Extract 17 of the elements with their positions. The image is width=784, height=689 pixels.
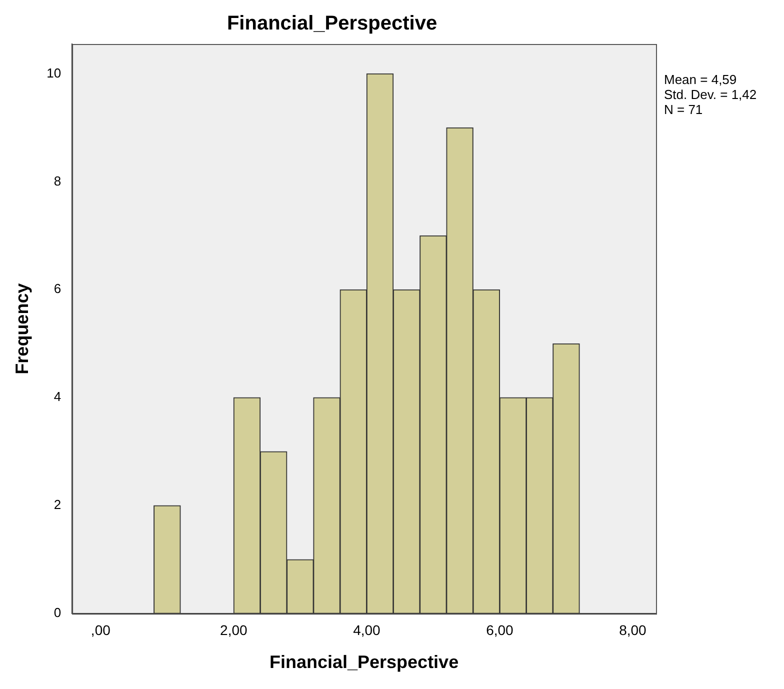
x-axis-title: Financial_Perspective — [269, 652, 459, 672]
x-tick-label: 2,00 — [220, 622, 248, 638]
text: N = 71 — [664, 102, 703, 118]
y-tick-label: 2 — [54, 497, 62, 512]
y-tick-label: 8 — [54, 173, 62, 188]
y-axis-title: Frequency — [12, 283, 32, 374]
y-tick-label: 6 — [54, 281, 62, 296]
text: Mean = 4,59 — [664, 72, 737, 88]
y-tick-label: 4 — [54, 389, 62, 404]
y-tick-label: 10 — [46, 65, 62, 80]
text: Std. Dev. = 1,42 — [664, 87, 757, 102]
x-tick-label: ,00 — [90, 622, 111, 638]
chart-title: Financial_Perspective — [226, 12, 438, 35]
x-tick-label: 8,00 — [619, 622, 647, 638]
x-tick-label: 6,00 — [486, 622, 514, 638]
x-tick-label: 4,00 — [353, 622, 381, 638]
y-tick-label: 0 — [54, 605, 62, 620]
